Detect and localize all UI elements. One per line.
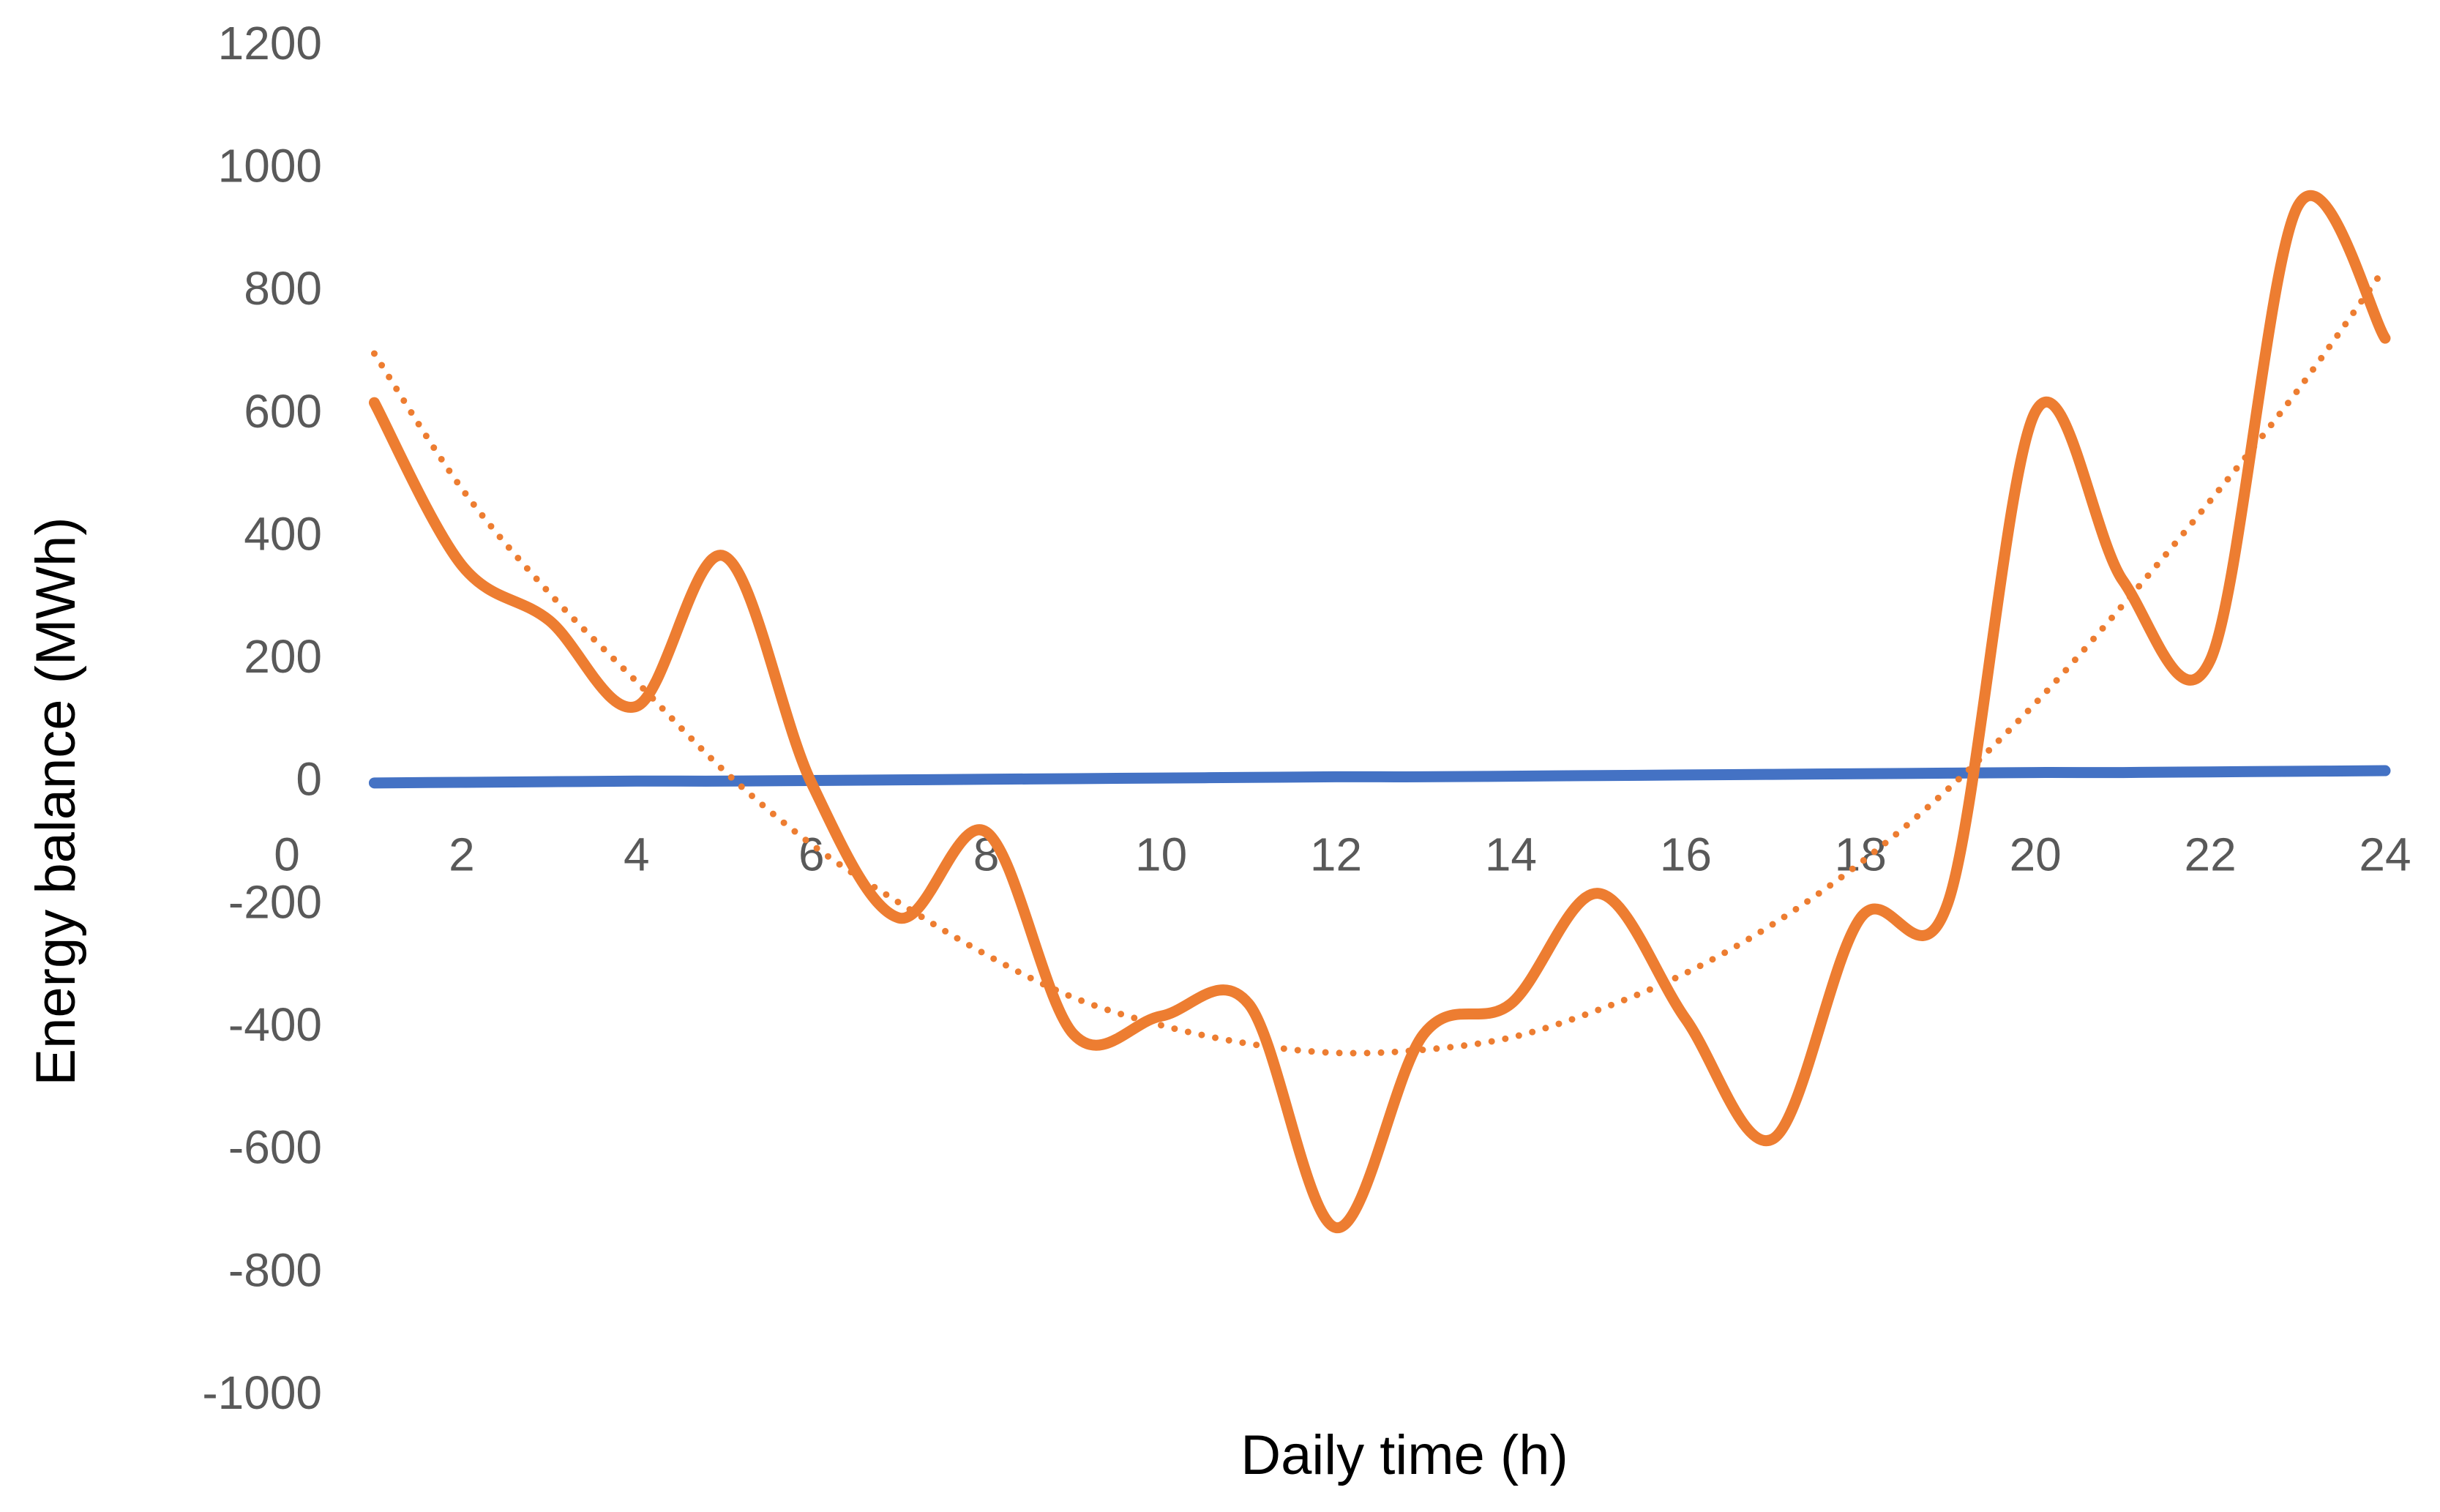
y-tick-label: 800 (244, 262, 322, 315)
y-tick-label: -1000 (202, 1366, 322, 1419)
series-line (370, 264, 2389, 1057)
y-tick-label: 600 (244, 385, 322, 438)
x-tick-label: 10 (1135, 828, 1187, 881)
y-tick-label: 400 (244, 507, 322, 560)
y-axis-title: Energy balance (MWh) (25, 517, 87, 1085)
x-tick-label: 12 (1310, 828, 1362, 881)
y-tick-label: -600 (228, 1121, 322, 1174)
y-tick-label: 1000 (218, 140, 322, 192)
series-line (368, 765, 2391, 789)
x-tick-label: 14 (1485, 828, 1537, 881)
y-tick-label: -400 (228, 998, 322, 1051)
y-tick-label: 1200 (218, 17, 322, 70)
x-tick-label: 0 (274, 828, 300, 881)
y-tick-label: -200 (228, 875, 322, 928)
x-tick-label: 18 (1835, 828, 1887, 881)
y-tick-label: 0 (296, 753, 322, 806)
y-tick-label: 200 (244, 630, 322, 683)
x-tick-label: 20 (2010, 828, 2062, 881)
x-tick-label: 22 (2184, 828, 2236, 881)
series-line (368, 190, 2391, 1233)
x-tick-label: 2 (449, 828, 475, 881)
x-tick-label: 6 (798, 828, 825, 881)
x-tick-label: 24 (2359, 828, 2411, 881)
x-tick-label: 4 (624, 828, 650, 881)
x-tick-label: 16 (1660, 828, 1712, 881)
x-axis-title: Daily time (h) (1240, 1424, 1568, 1486)
y-tick-label: -800 (228, 1243, 322, 1296)
